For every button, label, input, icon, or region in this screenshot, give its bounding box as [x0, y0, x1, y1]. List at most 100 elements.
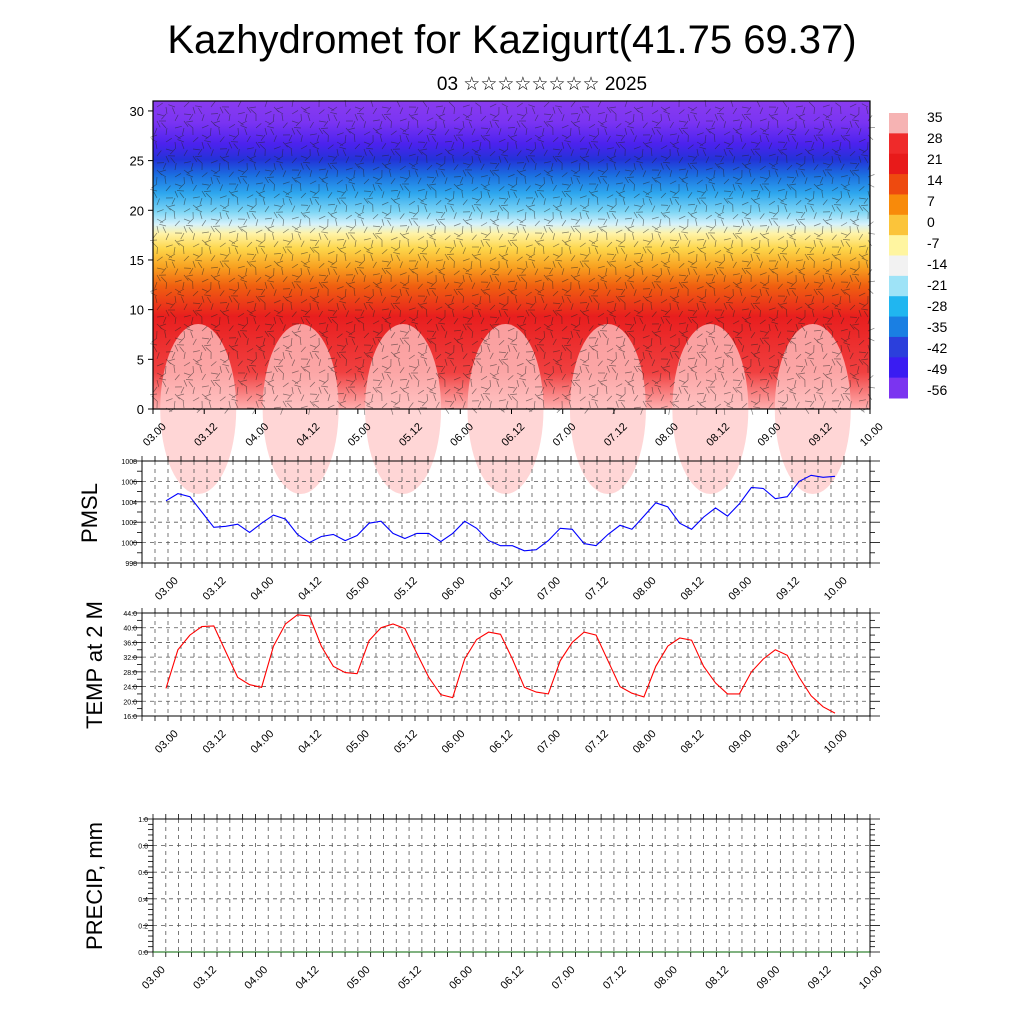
- x-tick-label: 04.00: [248, 575, 276, 603]
- x-tick-label: 07.12: [583, 575, 611, 603]
- y-tick-label: 1006: [121, 479, 137, 486]
- wind-barbs: [149, 99, 876, 416]
- colorbar-cell: [889, 336, 908, 358]
- colorbar-cell: [889, 255, 908, 277]
- y-tick-label: 36.0: [123, 640, 137, 647]
- colorbar-cell: [889, 235, 908, 256]
- x-tick-label: 06.12: [487, 575, 515, 603]
- x-tick-label: 07.00: [550, 964, 578, 992]
- colorbar-label: 7: [927, 193, 935, 209]
- x-tick-label: 10.00: [822, 728, 850, 756]
- colorbar-label: -49: [927, 361, 947, 377]
- x-tick-label: 09.00: [754, 964, 782, 992]
- series-line: [165, 474, 836, 552]
- chart-subtitle: 03 ☆☆☆☆☆☆☆☆ 2025: [436, 74, 648, 95]
- temp-ylabel: TEMP at 2 M: [82, 601, 107, 729]
- x-tick-label: 03.12: [201, 728, 229, 756]
- x-tick-label: 05.12: [392, 575, 420, 603]
- colorbar-cell: [889, 113, 908, 134]
- colorbar-cell: [889, 316, 908, 338]
- x-tick-label: 08.00: [652, 964, 680, 992]
- x-tick-label: 08.00: [631, 728, 659, 756]
- colorbar-cell: [889, 194, 908, 216]
- y-tick-label: 0: [137, 402, 144, 417]
- colorbar-label: 35: [927, 109, 943, 125]
- x-tick-label: 05.00: [344, 728, 372, 756]
- y-tick-label: 24.0: [123, 685, 137, 692]
- colorbar-cell: [889, 377, 908, 399]
- y-tick-label: 40.0: [123, 626, 137, 633]
- x-tick-label: 04.12: [296, 728, 324, 756]
- x-tick-label: 05.00: [345, 964, 373, 992]
- x-tick-label: 10.00: [857, 964, 885, 992]
- y-tick-label: 0.6: [138, 870, 148, 877]
- x-tick-label: 06.00: [440, 575, 468, 603]
- x-tick-label: 09.00: [726, 728, 754, 756]
- series-line: [165, 614, 836, 714]
- y-tick-label: 25: [130, 154, 144, 169]
- y-tick-label: 28.0: [123, 670, 137, 677]
- pmsl-chart: 998 1000 1002 1004 1006 1008 03.00 03.12 04.00 04…: [121, 456, 880, 603]
- y-tick-label: 16.0: [123, 714, 137, 721]
- y-tick-label: 1.0: [138, 817, 148, 824]
- colorbar-cell: [889, 275, 908, 297]
- y-tick-label: 30: [130, 104, 144, 119]
- x-tick-label: 03.12: [201, 575, 229, 603]
- x-tick-label: 06.00: [440, 728, 468, 756]
- x-tick-label: 06.12: [487, 728, 515, 756]
- x-tick-label: 08.12: [703, 964, 731, 992]
- precip-ylabel: PRECIP, mm: [82, 822, 107, 950]
- y-tick-label: 15: [130, 253, 144, 268]
- x-tick-label: 05.12: [396, 964, 424, 992]
- y-tick-label: 44.0: [123, 611, 137, 618]
- colorbar-label: -28: [927, 298, 947, 314]
- y-tick-label: 5: [137, 352, 144, 367]
- y-tick-label: 0.4: [138, 897, 148, 904]
- y-tick-label: 1004: [121, 500, 137, 507]
- x-tick-label: 04.12: [296, 575, 324, 603]
- x-tick-label: 04.12: [294, 964, 322, 992]
- colorbar-label: -7: [927, 235, 940, 251]
- x-tick-label: 09.00: [726, 575, 754, 603]
- y-tick-label: 20: [130, 203, 144, 218]
- y-tick-label: 0.8: [138, 844, 148, 851]
- x-tick-label: 04.00: [242, 964, 270, 992]
- y-tick-label: 32.0: [123, 655, 137, 662]
- y-tick-label: 0.0: [138, 950, 148, 957]
- colorbar-cell: [889, 133, 908, 155]
- precip-chart: 0.0 0.2 0.4 0.6 0.8 1.0 03.00 03.12 04.00 04.12 05…: [138, 814, 885, 992]
- x-tick-label: 03.00: [153, 575, 181, 603]
- y-tick-label: 1002: [121, 520, 137, 527]
- colorbar-cell: [889, 174, 908, 195]
- x-tick-label: 03.00: [140, 964, 168, 992]
- x-tick-label: 09.12: [774, 728, 802, 756]
- x-tick-label: 09.12: [806, 964, 834, 992]
- x-tick-label: 03.12: [191, 964, 219, 992]
- grid: [142, 612, 870, 717]
- y-tick-label: 998: [125, 561, 137, 568]
- x-tick-label: 05.12: [392, 728, 420, 756]
- x-tick-label: 09.12: [774, 575, 802, 603]
- colorbar-label: 0: [927, 214, 935, 230]
- x-tick-label: 04.00: [248, 728, 276, 756]
- colorbar-label: -21: [927, 277, 947, 293]
- x-tick-label: 06.00: [447, 964, 475, 992]
- colorbar-label: -56: [927, 382, 947, 398]
- colorbar-label: 28: [927, 130, 943, 146]
- chart-title: Kazhydromet for Kazigurt(41.75 69.37): [167, 18, 857, 62]
- x-tick-label: 07.12: [601, 964, 629, 992]
- x-tick-label: 06.12: [498, 964, 526, 992]
- y-tick-label: 0.2: [138, 923, 148, 930]
- x-tick-label: 07.00: [535, 575, 563, 603]
- grid: [153, 818, 870, 953]
- colorbar-cell: [889, 214, 908, 236]
- colorbar-label: -14: [927, 256, 947, 272]
- grid: [142, 460, 870, 564]
- y-tick-label: 20.0: [123, 699, 137, 706]
- colorbar-cell: [889, 357, 908, 379]
- y-tick-label: 10: [130, 303, 144, 318]
- x-tick-label: 03.00: [153, 728, 181, 756]
- y-tick-label: 1008: [121, 459, 137, 466]
- colorbar-label: -42: [927, 340, 947, 356]
